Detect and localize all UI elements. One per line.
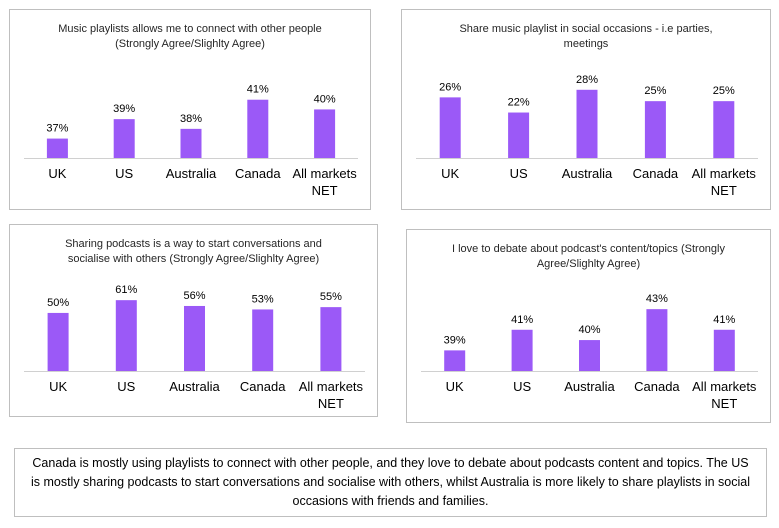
data-label: 61% [115, 284, 137, 296]
bar-1 [115, 300, 137, 371]
category-label: US [117, 379, 135, 394]
bar-0 [439, 97, 461, 158]
category-label: Australia [166, 166, 217, 181]
bar-4 [314, 109, 336, 158]
bar-2 [576, 89, 598, 158]
summary-text: Canada is mostly using playlists to conn… [14, 448, 767, 517]
chart-panel-2: Share music playlist in social occasions… [401, 9, 771, 210]
category-label: Australia [562, 166, 613, 181]
bar-3 [644, 101, 666, 158]
bar-0 [47, 312, 69, 371]
category-label: NET [711, 183, 737, 198]
category-label: UK [48, 166, 66, 181]
category-label: UK [446, 379, 464, 394]
category-label: US [115, 166, 133, 181]
bar-2 [579, 340, 600, 371]
category-label: Australia [564, 379, 615, 394]
category-label: UK [49, 379, 67, 394]
category-label: All markets [692, 166, 757, 181]
data-label: 39% [113, 103, 135, 115]
category-label: US [513, 379, 531, 394]
data-label: 40% [578, 324, 600, 336]
bar-1 [511, 329, 533, 371]
bar-4 [713, 101, 735, 158]
data-label: 53% [252, 293, 274, 305]
bar-1 [113, 119, 135, 158]
bar-4 [320, 307, 342, 371]
data-label: 25% [713, 85, 735, 97]
chart-title: I love to debate about podcast's content… [452, 243, 725, 270]
data-label: 43% [646, 293, 668, 305]
chart-title: Sharing podcasts is a way to start conve… [65, 238, 322, 265]
bar-3 [247, 99, 269, 158]
bar-0 [46, 138, 68, 158]
data-label: 38% [180, 113, 202, 125]
bar-3 [646, 309, 668, 371]
category-label: NET [711, 396, 737, 411]
bar-4 [713, 329, 735, 371]
data-label: 26% [439, 81, 461, 93]
category-label: All markets [292, 166, 357, 181]
chart-panel-1: Music playlists allows me to connect wit… [9, 9, 371, 210]
data-label: 22% [508, 97, 530, 109]
data-label: 41% [713, 314, 735, 326]
category-label: All markets [692, 379, 757, 394]
bar-1 [508, 112, 530, 158]
chart-title: Music playlists allows me to connect wit… [58, 23, 322, 50]
data-label: 56% [183, 290, 205, 302]
bar-chart: 26% UK 22% US 28% Australia 25% Canada 25% All ma… [416, 74, 758, 198]
bar-chart: 39% UK 41% US 40% Australia 43% Canada 41% All ma… [421, 293, 758, 411]
data-label: 37% [46, 123, 68, 135]
category-label: UK [441, 166, 459, 181]
bar-chart: 50% UK 61% US 56% Australia 53% Canada 55% All ma… [24, 284, 365, 411]
data-label: 41% [247, 84, 269, 96]
category-label: US [510, 166, 528, 181]
category-label: Canada [634, 379, 680, 394]
category-label: All markets [299, 379, 364, 394]
category-label: Canada [633, 166, 679, 181]
data-label: 50% [47, 297, 69, 309]
bar-0 [444, 350, 466, 371]
category-label: NET [312, 183, 338, 198]
category-label: Canada [240, 379, 286, 394]
data-label: 41% [511, 314, 533, 326]
data-label: 40% [314, 93, 336, 105]
data-label: 25% [644, 85, 666, 97]
chart-panel-4: I love to debate about podcast's content… [406, 229, 771, 423]
bar-2 [180, 128, 202, 158]
data-label: 55% [320, 291, 342, 303]
category-label: Canada [235, 166, 281, 181]
bar-2 [184, 305, 205, 371]
category-label: NET [318, 396, 344, 411]
data-label: 39% [444, 334, 466, 346]
bar-3 [252, 309, 274, 371]
data-label: 28% [576, 74, 598, 86]
chart-title: Share music playlist in social occasions… [459, 23, 713, 50]
bar-chart: 37% UK 39% US 38% Australia 41% Canada 40% All ma… [24, 84, 358, 198]
category-label: Australia [169, 379, 220, 394]
chart-panel-3: Sharing podcasts is a way to start conve… [9, 224, 378, 417]
